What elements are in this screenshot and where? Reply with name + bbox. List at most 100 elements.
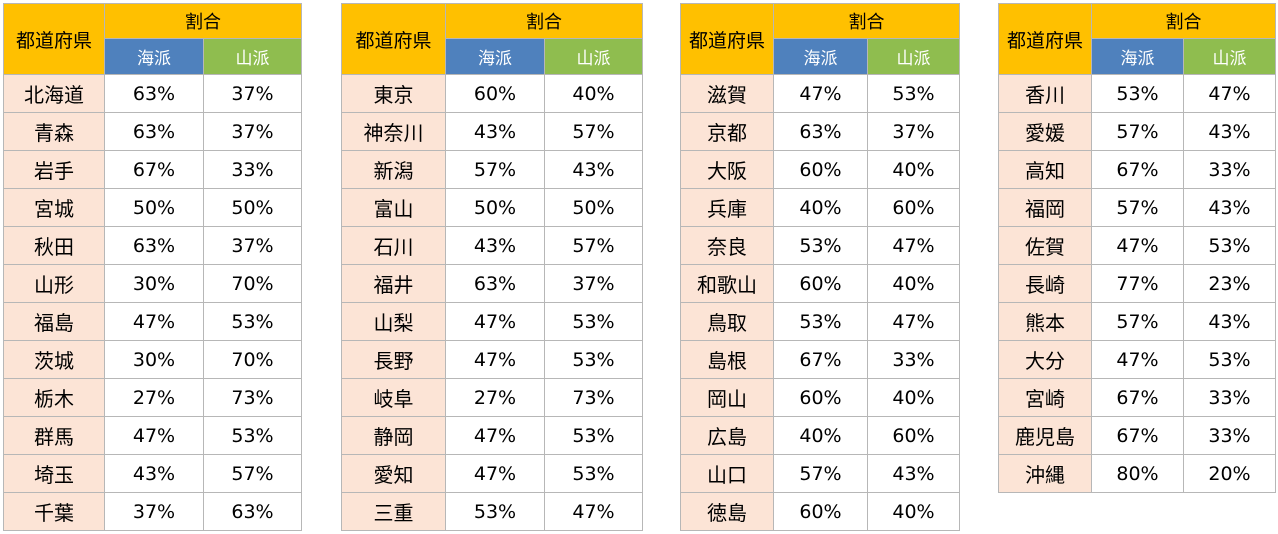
yama-percentage: 53%: [1183, 226, 1276, 265]
umi-percentage: 63%: [104, 112, 204, 151]
header-umi: 海派: [1091, 38, 1184, 75]
umi-percentage: 60%: [773, 150, 868, 189]
header-prefecture: 都道府県: [341, 3, 446, 75]
table-row: 福井 63% 37%: [341, 264, 643, 303]
yama-percentage: 53%: [203, 416, 302, 455]
yama-percentage: 40%: [867, 150, 960, 189]
prefecture-name: 北海道: [3, 74, 105, 113]
table-row: 佐賀 47% 53%: [998, 226, 1276, 265]
prefecture-name: 新潟: [341, 150, 446, 189]
yama-percentage: 33%: [203, 150, 302, 189]
yama-percentage: 40%: [867, 492, 960, 531]
prefecture-name: 長崎: [998, 264, 1092, 303]
yama-percentage: 37%: [203, 74, 302, 113]
table-row: 大阪 60% 40%: [680, 150, 960, 189]
yama-percentage: 33%: [867, 340, 960, 379]
umi-percentage: 47%: [445, 302, 545, 341]
prefecture-name: 三重: [341, 492, 446, 531]
umi-percentage: 60%: [773, 378, 868, 417]
umi-percentage: 50%: [104, 188, 204, 227]
prefecture-name: 群馬: [3, 416, 105, 455]
table-row: 茨城 30% 70%: [3, 340, 302, 379]
prefecture-name: 福岡: [998, 188, 1092, 227]
prefecture-name: 栃木: [3, 378, 105, 417]
table-row: 京都 63% 37%: [680, 112, 960, 151]
umi-percentage: 53%: [1091, 74, 1184, 113]
umi-percentage: 53%: [445, 492, 545, 531]
prefecture-name: 埼玉: [3, 454, 105, 493]
prefecture-name: 高知: [998, 150, 1092, 189]
prefecture-name: 熊本: [998, 302, 1092, 341]
prefecture-name: 山梨: [341, 302, 446, 341]
yama-percentage: 70%: [203, 264, 302, 303]
umi-percentage: 57%: [1091, 188, 1184, 227]
prefecture-name: 大阪: [680, 150, 774, 189]
table-row: 新潟 57% 43%: [341, 150, 643, 189]
umi-percentage: 63%: [104, 226, 204, 265]
header-prefecture: 都道府県: [3, 3, 105, 75]
yama-percentage: 43%: [867, 454, 960, 493]
table-row: 秋田 63% 37%: [3, 226, 302, 265]
table-row: 富山 50% 50%: [341, 188, 643, 227]
yama-percentage: 37%: [203, 112, 302, 151]
table-row: 山形 30% 70%: [3, 264, 302, 303]
prefecture-name: 青森: [3, 112, 105, 151]
umi-percentage: 27%: [104, 378, 204, 417]
table-row: 静岡 47% 53%: [341, 416, 643, 455]
yama-percentage: 23%: [1183, 264, 1276, 303]
prefecture-name: 長野: [341, 340, 446, 379]
yama-percentage: 40%: [544, 74, 643, 113]
umi-percentage: 57%: [773, 454, 868, 493]
table-row: 和歌山 60% 40%: [680, 264, 960, 303]
table-row: 埼玉 43% 57%: [3, 454, 302, 493]
umi-percentage: 67%: [773, 340, 868, 379]
yama-percentage: 47%: [1183, 74, 1276, 113]
table-row: 栃木 27% 73%: [3, 378, 302, 417]
table-row: 島根 67% 33%: [680, 340, 960, 379]
umi-percentage: 47%: [445, 454, 545, 493]
header-yama: 山派: [203, 38, 302, 75]
prefecture-name: 鳥取: [680, 302, 774, 341]
umi-percentage: 67%: [1091, 416, 1184, 455]
umi-percentage: 30%: [104, 340, 204, 379]
umi-percentage: 63%: [445, 264, 545, 303]
table-row: 大分 47% 53%: [998, 340, 1276, 379]
yama-percentage: 50%: [544, 188, 643, 227]
umi-percentage: 67%: [104, 150, 204, 189]
prefecture-name: 千葉: [3, 492, 105, 531]
prefecture-name: 愛知: [341, 454, 446, 493]
yama-percentage: 50%: [203, 188, 302, 227]
umi-percentage: 43%: [445, 112, 545, 151]
umi-percentage: 80%: [1091, 454, 1184, 493]
prefecture-name: 鹿児島: [998, 416, 1092, 455]
umi-percentage: 47%: [104, 302, 204, 341]
prefecture-name: 山形: [3, 264, 105, 303]
yama-percentage: 40%: [867, 378, 960, 417]
prefecture-name: 山口: [680, 454, 774, 493]
yama-percentage: 63%: [203, 492, 302, 531]
table-row: 宮崎 67% 33%: [998, 378, 1276, 417]
yama-percentage: 47%: [867, 226, 960, 265]
header-ratio: 割合: [445, 3, 643, 39]
umi-percentage: 43%: [445, 226, 545, 265]
umi-percentage: 63%: [104, 74, 204, 113]
umi-percentage: 57%: [445, 150, 545, 189]
table-row: 福島 47% 53%: [3, 302, 302, 341]
prefecture-name: 岡山: [680, 378, 774, 417]
header-yama: 山派: [544, 38, 643, 75]
header-umi: 海派: [104, 38, 204, 75]
prefecture-name: 宮崎: [998, 378, 1092, 417]
prefecture-name: 京都: [680, 112, 774, 151]
umi-percentage: 67%: [1091, 150, 1184, 189]
table-row: 滋賀 47% 53%: [680, 74, 960, 113]
table-row: 熊本 57% 43%: [998, 302, 1276, 341]
prefecture-name: 石川: [341, 226, 446, 265]
yama-percentage: 43%: [544, 150, 643, 189]
table-row: 愛知 47% 53%: [341, 454, 643, 493]
yama-percentage: 53%: [544, 340, 643, 379]
prefecture-name: 奈良: [680, 226, 774, 265]
table-row: 山口 57% 43%: [680, 454, 960, 493]
umi-percentage: 63%: [773, 112, 868, 151]
yama-percentage: 37%: [867, 112, 960, 151]
prefecture-name: 岐阜: [341, 378, 446, 417]
